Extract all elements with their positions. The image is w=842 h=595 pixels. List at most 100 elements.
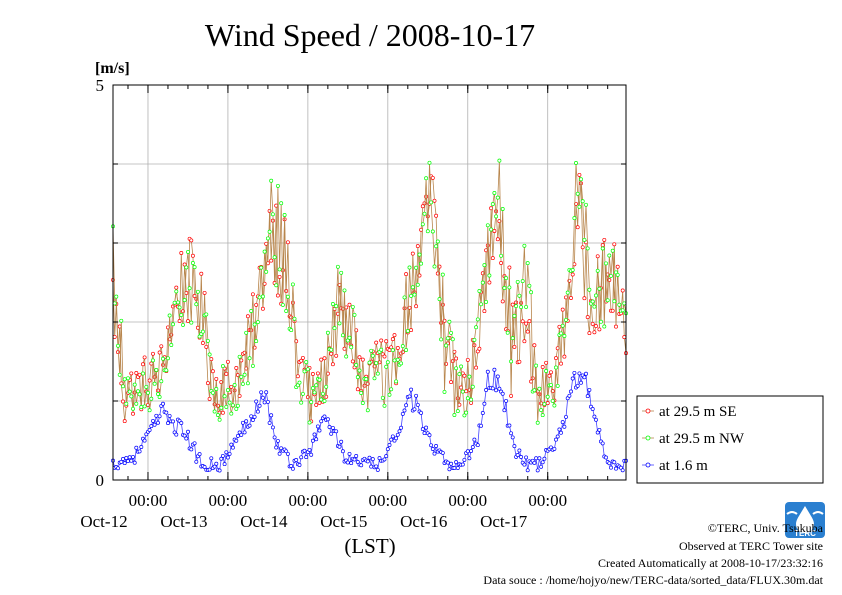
data-point [542,456,547,461]
data-point [149,424,154,429]
data-point [400,344,405,349]
data-point [424,425,429,430]
data-point [209,456,214,461]
data-point [592,414,597,419]
data-point [612,242,617,247]
x-tick-date-label: Oct-13 [160,512,207,531]
data-point [354,454,359,458]
data-point [235,403,240,408]
data-point [469,400,474,405]
data-point [520,319,525,324]
data-point [542,402,547,407]
data-point [495,237,500,242]
data-point [307,447,312,452]
data-point [362,383,367,388]
data-point [337,444,342,449]
data-point [444,361,449,366]
wave-icon [812,511,824,515]
data-point [285,294,290,299]
data-point [305,367,310,372]
data-point [582,296,587,301]
data-point [450,337,455,342]
data-point [194,302,199,307]
data-point [514,304,519,309]
data-point [219,456,224,461]
data-point [205,338,210,343]
data-point [220,410,225,415]
data-point [527,283,532,288]
data-point [260,294,265,299]
data-point [490,386,495,391]
data-point [239,432,244,437]
data-point [599,319,603,324]
data-point [172,300,177,305]
data-point [181,322,185,327]
legend-marker [645,462,651,468]
data-point [560,323,565,328]
data-point [310,438,315,443]
data-point [395,357,400,362]
data-point [517,359,522,364]
data-point [249,309,254,313]
data-point [229,442,234,447]
data-point [455,396,460,401]
data-point [600,243,605,248]
data-point [189,238,194,243]
data-point [126,459,130,464]
legend-label: at 29.5 m NW [659,431,745,447]
data-point [384,364,389,369]
data-point [359,391,364,395]
data-point [139,445,144,449]
data-point [380,395,385,400]
data-point [340,449,345,454]
data-point [265,236,270,241]
data-point [302,448,307,453]
data-point [215,413,220,417]
data-point [139,405,144,409]
data-point [454,366,459,371]
data-point [465,396,470,401]
data-point [569,389,573,394]
data-point [492,367,497,372]
data-point [322,399,327,403]
data-point [407,394,412,399]
data-point [544,369,549,373]
data-point [525,468,530,473]
data-point [174,285,179,290]
data-point [432,264,437,269]
data-point [559,331,563,336]
y-tick-label: 5 [96,76,105,95]
data-point [200,341,205,345]
x-tick-time-label: 00:00 [448,491,487,510]
data-point [300,355,305,360]
data-point [500,207,505,211]
data-point [325,417,330,422]
data-point [400,411,405,416]
data-source-text: Data souce : /home/hojyo/new/TERC-data/s… [483,573,823,587]
data-point [472,337,477,342]
data-point [475,443,480,448]
data-point [462,457,467,462]
data-point [614,466,618,471]
data-point [260,395,265,400]
data-point [602,324,607,329]
data-point [317,377,322,382]
data-point [116,343,120,348]
data-point [299,400,304,405]
data-point [434,213,439,218]
data-point [477,289,482,293]
data-point [399,425,404,430]
data-point [374,340,379,345]
data-point [452,466,457,470]
data-point [264,390,269,395]
data-point [142,355,147,360]
data-point [395,432,400,437]
data-point [317,428,322,433]
data-point [222,394,227,399]
data-point [364,377,369,382]
data-point [142,404,147,409]
data-point [262,249,267,254]
data-point [212,464,217,469]
data-point [147,378,152,383]
data-point [545,401,550,406]
